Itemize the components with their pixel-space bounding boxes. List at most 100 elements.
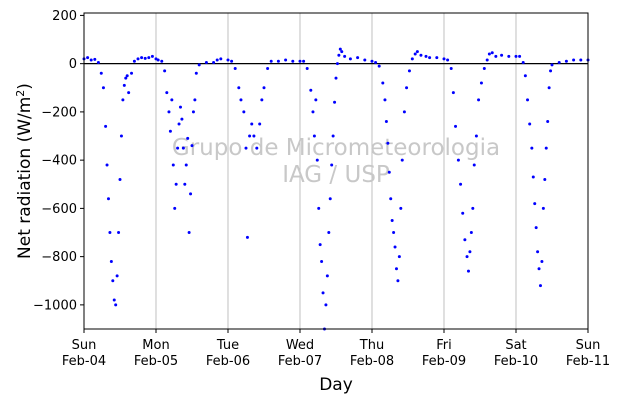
data-point xyxy=(544,146,548,150)
data-point xyxy=(119,134,123,138)
data-point xyxy=(393,245,397,249)
data-point xyxy=(463,238,467,242)
data-point xyxy=(233,66,237,70)
data-point xyxy=(109,259,113,263)
data-point xyxy=(442,57,446,61)
data-point xyxy=(466,269,470,273)
data-point xyxy=(405,86,409,90)
x-tick-date: Feb-07 xyxy=(278,354,322,369)
data-point xyxy=(340,50,344,54)
x-tick-date: Feb-06 xyxy=(206,354,250,369)
data-point xyxy=(564,59,568,63)
y-tick-label: −200 xyxy=(41,105,77,120)
data-point xyxy=(89,58,93,62)
data-point xyxy=(477,98,481,102)
data-point xyxy=(494,54,498,58)
x-tick-day: Sun xyxy=(576,338,601,353)
data-point xyxy=(230,59,234,63)
data-point xyxy=(186,136,190,140)
data-point xyxy=(518,54,522,58)
data-point xyxy=(487,52,491,56)
data-point xyxy=(557,60,561,64)
data-point xyxy=(459,182,463,186)
data-point xyxy=(526,98,530,102)
data-point xyxy=(262,86,266,90)
watermark: Grupo de Micrometeorologia IAG / USP xyxy=(172,135,500,188)
data-point xyxy=(106,197,110,201)
data-point xyxy=(449,66,453,70)
data-point xyxy=(383,98,387,102)
data-point xyxy=(415,50,419,54)
data-point xyxy=(140,56,144,60)
data-point xyxy=(124,76,128,80)
data-point xyxy=(469,231,473,235)
data-point xyxy=(112,298,116,302)
plot-area xyxy=(84,13,588,329)
data-point xyxy=(115,274,119,278)
data-point xyxy=(193,98,197,102)
data-point xyxy=(343,54,347,58)
data-point xyxy=(242,110,246,114)
data-point xyxy=(397,255,401,259)
data-point xyxy=(337,53,341,57)
data-point xyxy=(314,98,318,102)
data-point xyxy=(413,52,417,56)
data-point xyxy=(184,163,188,167)
x-axis-ticks: SunFeb-04MonFeb-05TueFeb-06WedFeb-07ThuF… xyxy=(62,329,610,369)
data-point xyxy=(540,259,544,263)
data-point xyxy=(536,250,540,254)
data-point xyxy=(180,117,184,121)
data-point xyxy=(507,54,511,58)
data-point xyxy=(248,134,252,138)
data-point xyxy=(147,56,151,60)
data-point xyxy=(465,255,469,259)
data-point xyxy=(99,71,103,75)
data-point xyxy=(105,163,109,167)
data-point xyxy=(321,291,325,295)
data-point xyxy=(534,226,538,230)
data-point xyxy=(298,59,302,63)
data-point xyxy=(334,76,338,80)
data-point xyxy=(276,59,280,63)
y-tick-label: −1000 xyxy=(33,298,77,313)
x-tick-day: Mon xyxy=(142,338,169,353)
y-tick-label: 200 xyxy=(52,9,77,24)
data-point xyxy=(311,110,315,114)
data-point xyxy=(136,57,140,61)
data-point xyxy=(333,100,337,104)
data-point xyxy=(521,60,525,64)
data-point xyxy=(101,86,105,90)
data-point xyxy=(121,98,125,102)
y-tick-label: −400 xyxy=(41,154,77,169)
x-tick-date: Feb-11 xyxy=(566,354,610,369)
data-point xyxy=(549,69,553,73)
data-point xyxy=(197,63,201,67)
x-tick-day: Sun xyxy=(72,338,97,353)
data-point xyxy=(394,267,398,271)
data-point xyxy=(320,259,324,263)
data-point xyxy=(245,235,249,239)
data-point xyxy=(104,124,108,128)
data-point xyxy=(194,71,198,75)
data-point xyxy=(176,146,180,150)
x-tick-day: Tue xyxy=(216,338,239,353)
data-point xyxy=(523,74,527,78)
data-point xyxy=(538,284,542,288)
data-point xyxy=(191,110,195,114)
x-tick-date: Feb-05 xyxy=(134,354,178,369)
x-tick-date: Feb-08 xyxy=(350,354,394,369)
data-point xyxy=(410,57,414,61)
data-point xyxy=(550,63,554,67)
x-tick-day: Wed xyxy=(286,338,314,353)
data-point xyxy=(93,57,97,61)
data-point xyxy=(255,146,259,150)
data-point xyxy=(163,69,167,73)
data-point xyxy=(317,206,321,210)
data-point xyxy=(111,279,115,283)
data-point xyxy=(530,146,534,150)
data-points xyxy=(82,47,590,331)
data-point xyxy=(318,243,322,247)
data-point xyxy=(472,163,476,167)
data-point xyxy=(356,56,360,60)
